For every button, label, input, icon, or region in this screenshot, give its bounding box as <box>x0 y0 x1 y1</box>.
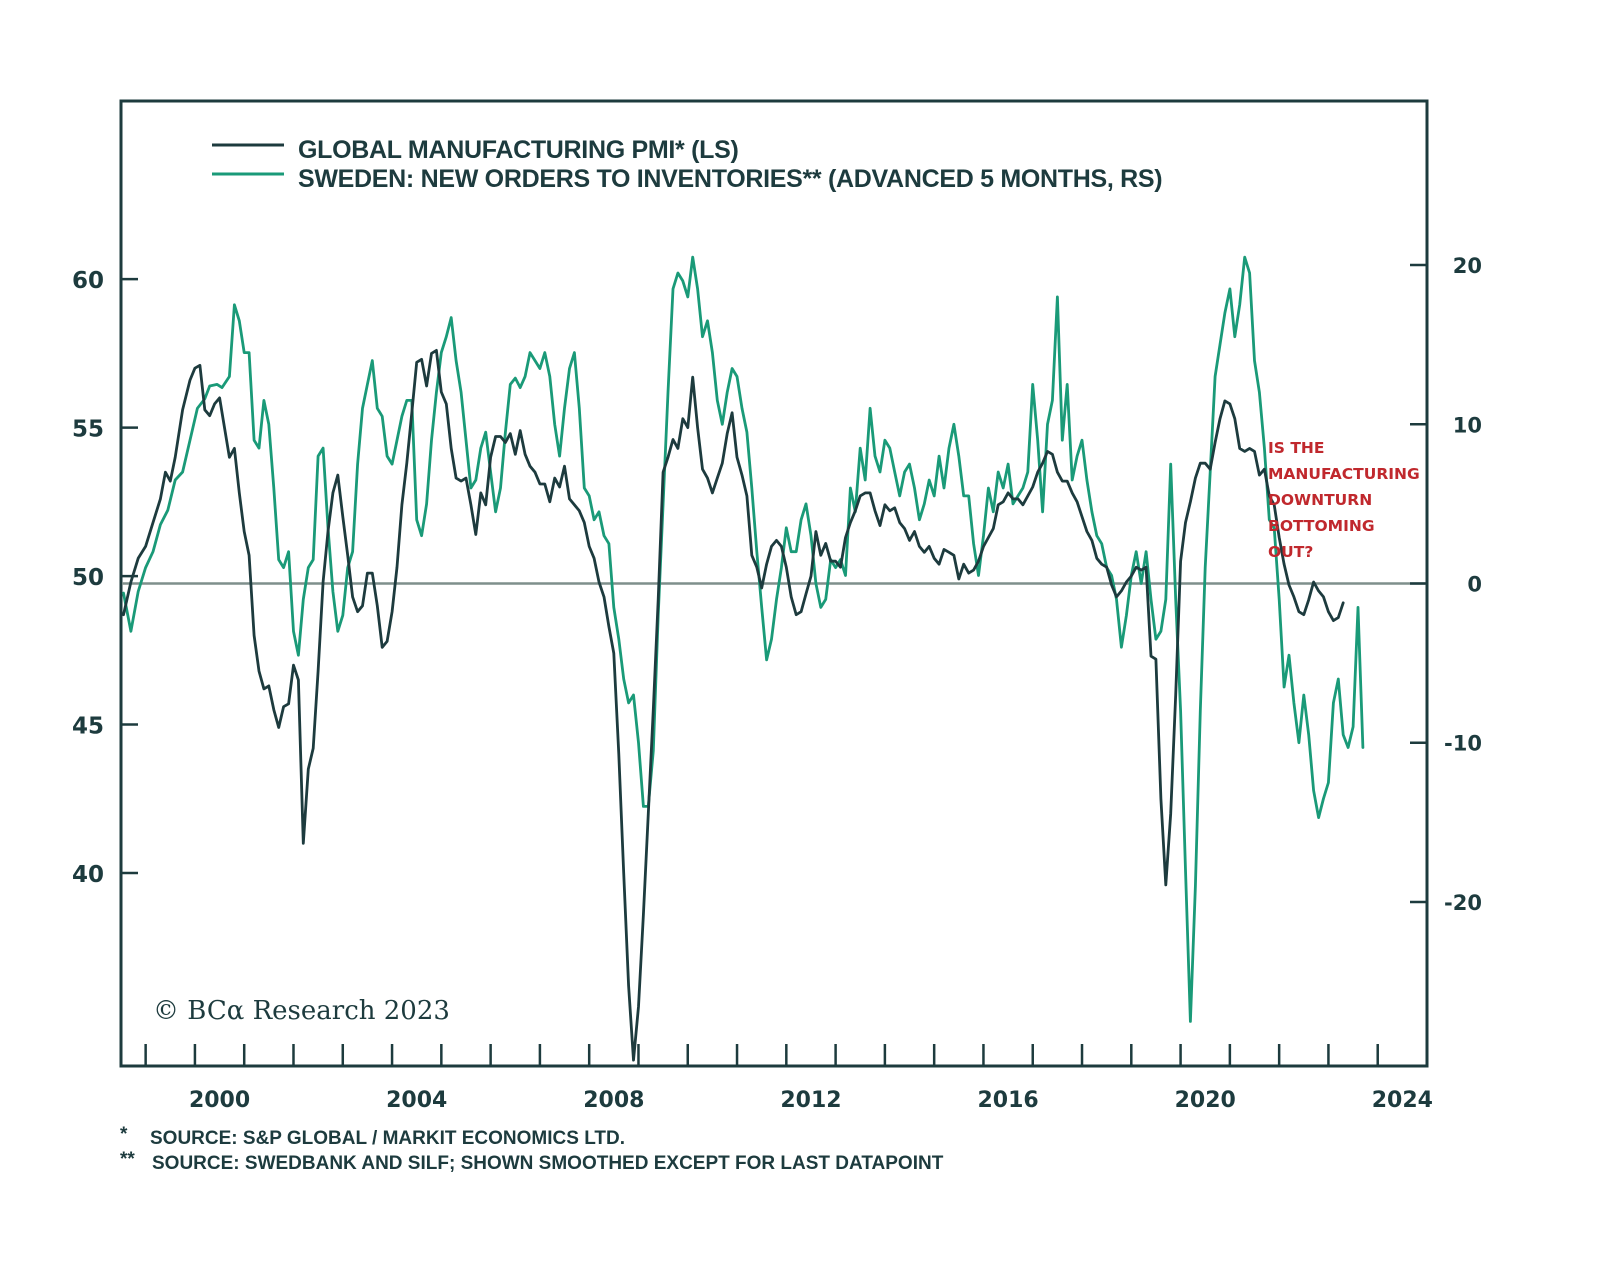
x-tick-label: 2004 <box>386 1088 447 1113</box>
x-tick-label: 2000 <box>189 1088 250 1113</box>
left-tick-label: 45 <box>72 714 104 740</box>
right-tick-label: -20 <box>1444 891 1482 915</box>
left-tick-label: 60 <box>72 268 104 294</box>
legend: GLOBAL MANUFACTURING PMI* (LS) SWEDEN: N… <box>212 136 1163 193</box>
right-tick-label: -10 <box>1444 732 1482 756</box>
copyright-logo: © BCα Research 2023 <box>153 996 450 1026</box>
x-tick-label: 2016 <box>977 1088 1038 1113</box>
x-tick-label: 2020 <box>1175 1088 1236 1113</box>
annotation-line-5: OUT? <box>1268 543 1313 561</box>
left-tick-label: 50 <box>72 565 104 591</box>
annotation-line-1: IS THE <box>1268 439 1324 457</box>
footnote-1-marker: * <box>120 1124 128 1145</box>
left-axis: 40 45 50 55 60 <box>72 268 138 888</box>
x-axis: 2000 2004 2008 2012 2016 2020 2024 <box>144 1044 1433 1113</box>
annotation-line-2: MANUFACTURING <box>1268 465 1420 483</box>
annotation-line-4: BOTTOMING <box>1268 517 1375 535</box>
footnote-1: SOURCE: S&P GLOBAL / MARKIT ECONOMICS LT… <box>150 1128 625 1149</box>
right-axis: -20 -10 0 10 20 <box>1410 254 1482 915</box>
footnote-2-marker: ** <box>120 1149 135 1170</box>
x-tick-label: 2024 <box>1372 1088 1433 1113</box>
series-line-pmi <box>122 349 1345 1062</box>
x-tick-label: 2008 <box>583 1088 644 1113</box>
right-tick-label: 10 <box>1453 413 1482 437</box>
left-tick-label: 55 <box>72 417 104 443</box>
legend-label-sweden: SWEDEN: NEW ORDERS TO INVENTORIES** (ADV… <box>298 165 1162 193</box>
footnote-2: SOURCE: SWEDBANK AND SILF; SHOWN SMOOTHE… <box>152 1153 944 1174</box>
series-group <box>122 255 1365 1062</box>
annotation-line-3: DOWNTURN <box>1268 491 1372 509</box>
right-tick-label: 20 <box>1453 254 1482 278</box>
x-tick-label: 2012 <box>780 1088 841 1113</box>
legend-label-pmi: GLOBAL MANUFACTURING PMI* (LS) <box>298 136 739 164</box>
annotation: IS THE MANUFACTURING DOWNTURN BOTTOMING … <box>1268 439 1420 561</box>
left-tick-label: 40 <box>72 862 104 888</box>
right-tick-label: 0 <box>1467 573 1482 597</box>
